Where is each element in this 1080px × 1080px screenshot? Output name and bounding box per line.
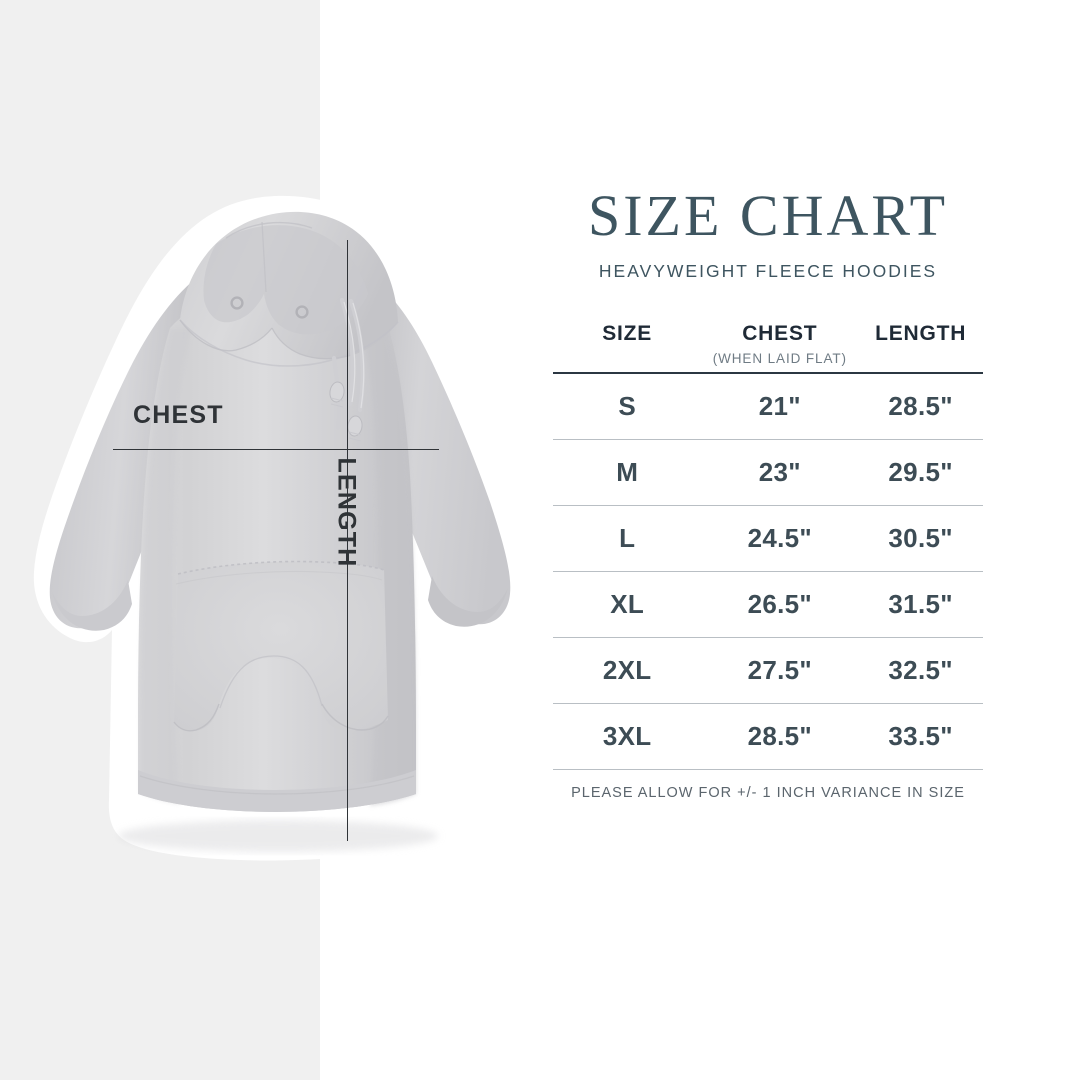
hoodie-product-image: [20, 160, 540, 880]
chart-subtitle: HEAVYWEIGHT FLEECE HOODIES: [598, 260, 938, 281]
header-spacer: [858, 346, 983, 366]
table-row: L 24.5" 30.5": [553, 505, 983, 573]
table-row: 2XL 27.5" 32.5": [553, 637, 983, 705]
table-row: XL 26.5" 31.5": [553, 571, 983, 639]
cell-length: 33.5": [858, 703, 983, 771]
size-table-header: SIZE CHEST (WHEN LAID FLAT) LENGTH: [553, 322, 983, 373]
hoodie-eyelet-right: [295, 305, 309, 319]
table-row: M 23" 29.5": [553, 439, 983, 507]
drawstring-aglets: [329, 381, 363, 437]
cell-size: S: [553, 372, 702, 441]
cell-size: XL: [553, 571, 702, 639]
column-header-chest: CHEST (WHEN LAID FLAT): [701, 322, 858, 373]
header-spacer: [553, 346, 701, 366]
cell-length: 32.5": [858, 637, 983, 705]
size-chart-panel: SIZE CHART HEAVYWEIGHT FLEECE HOODIES SI…: [553, 183, 983, 802]
cell-chest: 23": [701, 439, 859, 507]
hoodie-hem: [138, 770, 416, 812]
cell-length: 29.5": [858, 439, 983, 507]
cell-size: M: [553, 439, 702, 507]
column-header-length-label: LENGTH: [875, 321, 967, 345]
cell-size: L: [553, 505, 702, 573]
column-header-chest-label: CHEST: [742, 321, 818, 345]
variance-footnote: PLEASE ALLOW FOR +/- 1 INCH VARIANCE IN …: [571, 785, 965, 802]
hoodie-left-cuff: [52, 580, 132, 631]
column-header-size-label: SIZE: [602, 321, 653, 345]
cell-size: 3XL: [553, 703, 702, 771]
column-header-length: LENGTH: [858, 322, 983, 373]
cell-chest: 24.5": [701, 505, 859, 573]
column-header-size: SIZE: [553, 322, 701, 373]
hoodie-right-cuff: [428, 576, 508, 627]
size-table: SIZE CHEST (WHEN LAID FLAT) LENGTH S: [553, 322, 983, 771]
hoodie-kangaroo-pocket: [174, 561, 388, 732]
cell-chest: 27.5": [701, 637, 859, 705]
table-row: S 21" 28.5": [553, 372, 983, 441]
column-header-chest-note: (WHEN LAID FLAT): [712, 351, 847, 367]
chart-title: SIZE CHART: [587, 183, 949, 248]
cell-chest: 28.5": [701, 703, 859, 771]
cell-chest: 26.5": [701, 571, 859, 639]
length-measurement-label: LENGTH: [332, 457, 361, 568]
cell-chest: 21": [701, 372, 859, 441]
cell-length: 28.5": [858, 372, 983, 441]
length-measurement-line: [347, 240, 348, 841]
table-row: 3XL 28.5" 33.5": [553, 703, 983, 771]
chest-measurement-label: CHEST: [133, 401, 224, 429]
size-table-body: S 21" 28.5" M 23" 29.5" L 24.5" 30.5" XL…: [553, 372, 983, 771]
cell-size: 2XL: [553, 637, 702, 705]
cell-length: 30.5": [858, 505, 983, 573]
cell-length: 31.5": [858, 571, 983, 639]
hoodie-eyelet-left: [230, 296, 244, 310]
table-header-row: SIZE CHEST (WHEN LAID FLAT) LENGTH: [553, 322, 983, 373]
chest-measurement-line: [113, 449, 439, 450]
